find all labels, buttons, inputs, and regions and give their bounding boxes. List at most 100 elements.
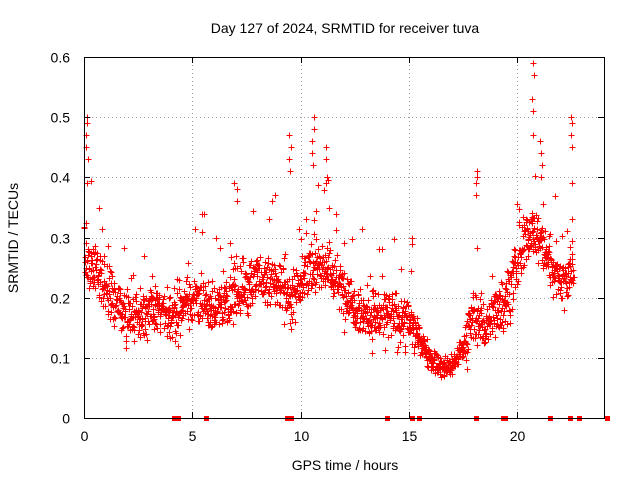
data-point bbox=[133, 291, 140, 298]
data-point bbox=[323, 258, 330, 265]
data-point bbox=[213, 235, 220, 242]
data-point bbox=[306, 258, 313, 265]
data-point bbox=[183, 278, 190, 285]
data-point bbox=[126, 321, 133, 328]
data-point bbox=[391, 301, 398, 308]
data-point bbox=[84, 120, 91, 127]
data-point bbox=[293, 288, 300, 295]
data-point bbox=[185, 260, 192, 267]
data-point bbox=[516, 206, 523, 213]
data-point bbox=[261, 265, 268, 272]
data-point bbox=[379, 246, 386, 253]
data-point bbox=[503, 286, 510, 293]
data-point bbox=[137, 285, 144, 292]
data-point bbox=[113, 302, 120, 309]
data-point bbox=[411, 344, 418, 351]
data-point bbox=[314, 271, 321, 278]
data-point bbox=[394, 349, 401, 356]
data-point bbox=[538, 174, 545, 181]
data-point bbox=[211, 285, 218, 292]
data-point bbox=[96, 294, 103, 301]
data-point bbox=[232, 301, 239, 308]
data-point bbox=[265, 260, 272, 267]
data-point bbox=[368, 328, 375, 335]
data-point bbox=[365, 297, 372, 304]
data-point bbox=[356, 326, 363, 333]
data-point bbox=[175, 322, 182, 329]
data-point bbox=[473, 180, 480, 187]
data-point bbox=[298, 236, 305, 243]
data-point bbox=[288, 326, 295, 333]
data-point bbox=[409, 241, 416, 248]
data-point bbox=[301, 275, 308, 282]
data-point bbox=[107, 268, 114, 275]
data-point bbox=[331, 290, 338, 297]
data-point bbox=[372, 290, 379, 297]
data-point bbox=[499, 281, 506, 288]
data-point bbox=[321, 187, 328, 194]
data-point bbox=[511, 253, 518, 260]
data-point bbox=[431, 356, 438, 363]
data-point bbox=[299, 294, 306, 301]
data-point bbox=[333, 211, 340, 218]
data-point bbox=[231, 276, 238, 283]
data-point bbox=[510, 290, 517, 297]
data-point bbox=[176, 277, 183, 284]
data-point bbox=[525, 253, 532, 260]
data-point bbox=[569, 261, 576, 268]
data-point bbox=[202, 303, 209, 310]
data-point bbox=[414, 330, 421, 337]
data-point bbox=[544, 254, 551, 261]
data-point bbox=[97, 279, 104, 286]
data-point bbox=[242, 287, 249, 294]
data-point bbox=[230, 321, 237, 328]
x-axis-title: GPS time / hours bbox=[292, 457, 399, 473]
data-point bbox=[201, 211, 208, 218]
data-point bbox=[465, 346, 472, 353]
data-point bbox=[508, 281, 515, 288]
data-point bbox=[122, 314, 129, 321]
data-point bbox=[500, 312, 507, 319]
data-point bbox=[216, 292, 223, 299]
data-point bbox=[437, 371, 444, 378]
data-point bbox=[253, 282, 260, 289]
data-point bbox=[247, 274, 254, 281]
data-point bbox=[188, 305, 195, 312]
data-point bbox=[483, 330, 490, 337]
data-point bbox=[208, 324, 215, 331]
data-point bbox=[86, 285, 93, 292]
data-point bbox=[246, 279, 253, 286]
data-point bbox=[209, 278, 216, 285]
data-point bbox=[177, 332, 184, 339]
data-point bbox=[402, 349, 409, 356]
data-point bbox=[545, 248, 552, 255]
data-point bbox=[535, 260, 542, 267]
data-point bbox=[255, 287, 262, 294]
data-point bbox=[333, 227, 340, 234]
data-point bbox=[492, 334, 499, 341]
data-point bbox=[397, 339, 404, 346]
data-point bbox=[161, 293, 168, 300]
data-point bbox=[506, 307, 513, 314]
data-point bbox=[502, 293, 509, 300]
data-point bbox=[363, 303, 370, 310]
data-point bbox=[518, 254, 525, 261]
dropout-marker bbox=[605, 416, 610, 421]
data-point bbox=[176, 286, 183, 293]
data-point bbox=[499, 319, 506, 326]
data-point bbox=[220, 268, 227, 275]
data-point bbox=[224, 293, 231, 300]
data-point bbox=[478, 305, 485, 312]
data-point bbox=[569, 180, 576, 187]
data-point bbox=[455, 356, 462, 363]
data-point bbox=[404, 299, 411, 306]
y-tick-label: 0.2 bbox=[51, 291, 71, 307]
data-point bbox=[355, 304, 362, 311]
data-point bbox=[532, 244, 539, 251]
data-point bbox=[169, 334, 176, 341]
data-point bbox=[402, 343, 409, 350]
data-point bbox=[505, 301, 512, 308]
data-point bbox=[171, 285, 178, 292]
data-point bbox=[473, 192, 480, 199]
data-point bbox=[311, 114, 318, 121]
